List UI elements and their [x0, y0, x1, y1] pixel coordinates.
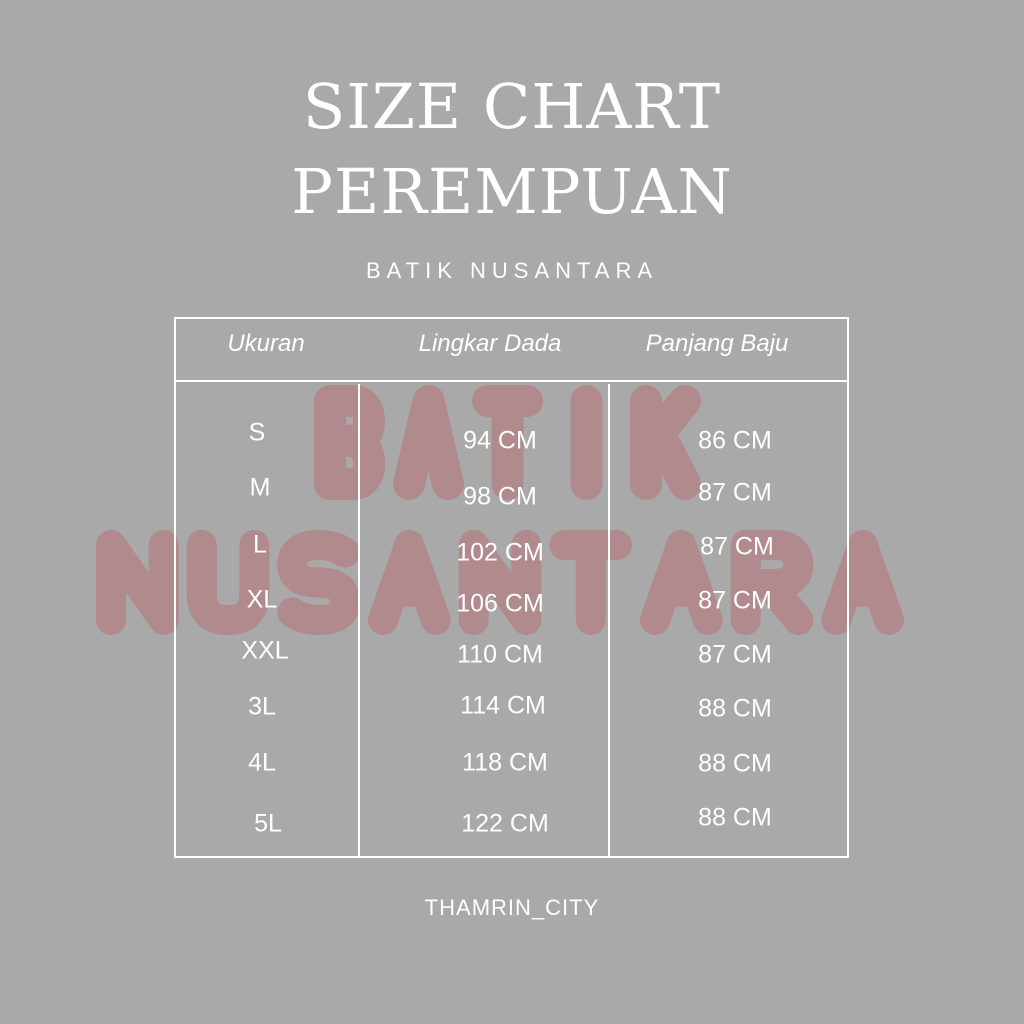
cell-length: 88 CM: [698, 803, 772, 832]
table-border-left: [174, 317, 176, 858]
watermark-letter: [821, 530, 904, 635]
footer: THAMRIN_CITY: [424, 895, 600, 920]
table-border-top: [174, 317, 849, 319]
cell-size: M: [249, 473, 271, 502]
cell-chest: 114 CM: [460, 691, 546, 720]
cell-length: 87 CM: [700, 532, 774, 561]
watermark-letter: [458, 530, 542, 635]
cell-length: 88 CM: [698, 694, 772, 723]
watermark-letter: [393, 385, 464, 500]
cell-length: 87 CM: [698, 586, 772, 615]
cell-size: S: [248, 418, 266, 447]
header-panjang-baju: Panjang Baju: [645, 330, 789, 357]
watermark-letter: [186, 530, 270, 635]
cell-chest: 118 CM: [462, 748, 548, 777]
watermark-letter: [96, 530, 179, 635]
column-divider-1: [358, 384, 360, 858]
watermark-letter: [314, 385, 385, 500]
column-divider-2: [608, 384, 610, 858]
watermark-line2: [96, 530, 904, 635]
header-divider: [174, 380, 849, 382]
title-line2: PEREMPUAN: [291, 155, 733, 228]
cell-chest: 102 CM: [456, 538, 544, 567]
cell-chest: 98 CM: [463, 482, 537, 511]
title-line1: SIZE CHART: [302, 70, 722, 143]
cell-chest: 110 CM: [457, 640, 543, 669]
table-border-right: [847, 317, 849, 858]
cell-size: 5L: [254, 809, 282, 838]
subtitle: BATIK NUSANTARA: [365, 258, 659, 283]
watermark-letter: [368, 530, 451, 635]
cell-chest: 106 CM: [456, 589, 544, 618]
watermark-letter: [472, 385, 543, 500]
watermark-letter: [630, 385, 701, 500]
cell-chest: 94 CM: [463, 426, 537, 455]
cell-length: 88 CM: [698, 749, 772, 778]
cell-size: XL: [246, 585, 278, 614]
cell-size: XXL: [241, 636, 289, 665]
watermark-letter: [730, 530, 814, 635]
cell-length: 87 CM: [698, 478, 772, 507]
cell-length: 87 CM: [698, 640, 772, 669]
header-lingkar-dada: Lingkar Dada: [418, 330, 562, 357]
cell-size: 3L: [248, 692, 276, 721]
table-border-bottom: [174, 856, 849, 858]
cell-size: 4L: [248, 748, 276, 777]
cell-length: 86 CM: [698, 426, 772, 455]
cell-size: L: [253, 530, 267, 559]
header-ukuran: Ukuran: [227, 330, 305, 357]
watermark-letter: [277, 530, 360, 635]
cell-chest: 122 CM: [461, 809, 549, 838]
watermark-letter: [640, 530, 723, 635]
